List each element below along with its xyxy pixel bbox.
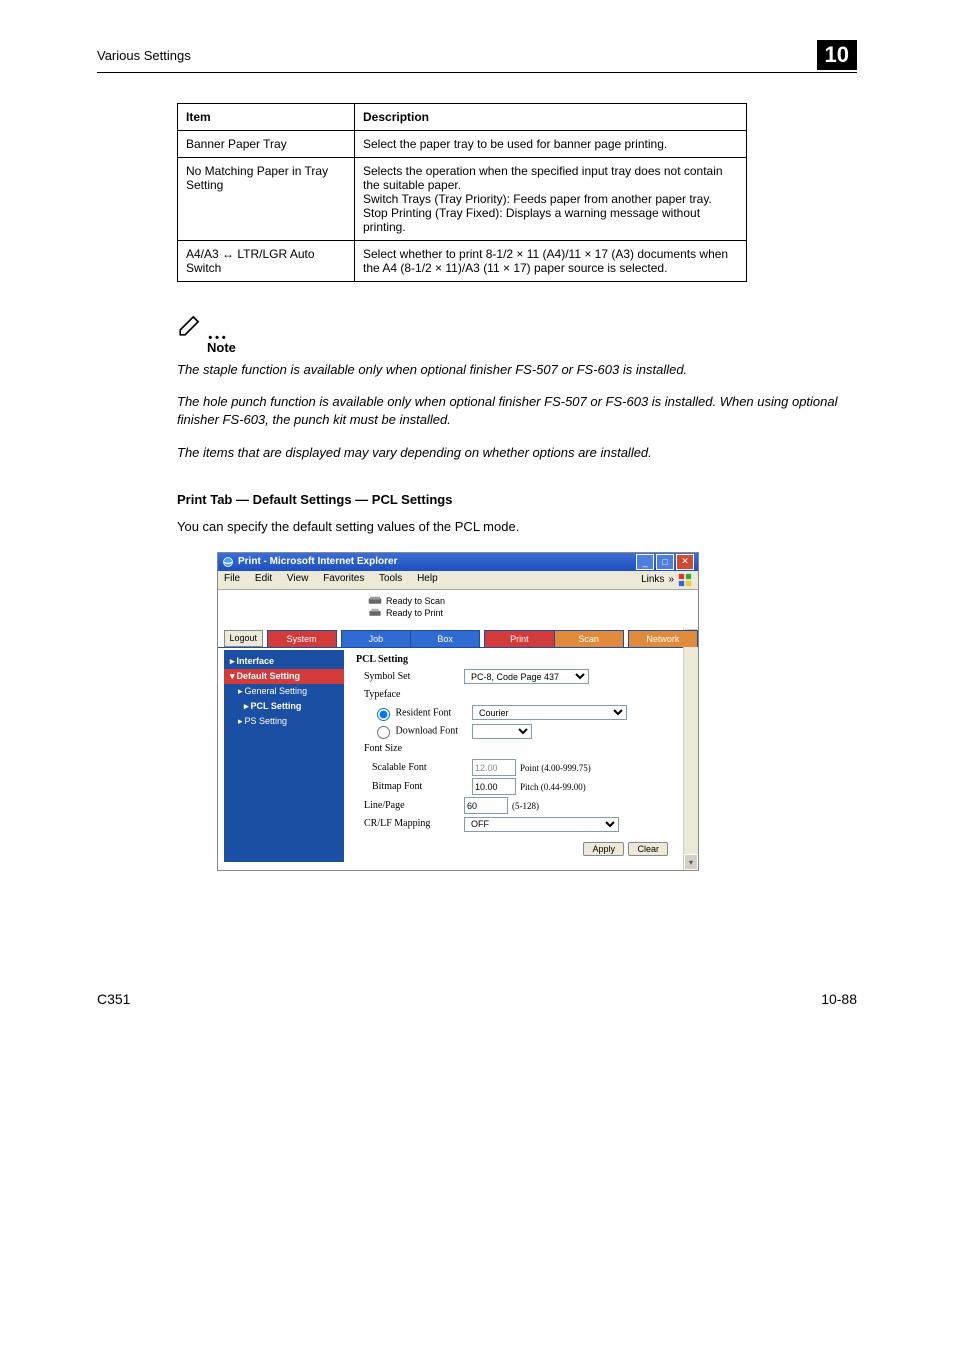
note-dots: … — [207, 328, 227, 338]
sidebar-item-pcl[interactable]: ▸PCL Setting — [224, 699, 344, 714]
tab-scan[interactable]: Scan — [555, 630, 624, 647]
status-print: Ready to Print — [386, 608, 443, 618]
sidebar-item-general[interactable]: ▸General Setting — [224, 684, 344, 699]
table-row: A4/A3 ↔ LTR/LGR Auto Switch Select wheth… — [178, 241, 747, 282]
note-body: The hole punch function is available onl… — [177, 393, 857, 429]
body-text: You can specify the default setting valu… — [177, 519, 857, 534]
table-head-item: Item — [178, 104, 355, 131]
note-label: Note — [207, 340, 857, 355]
close-button[interactable]: ✕ — [676, 554, 694, 570]
maximize-button[interactable]: □ — [656, 554, 674, 570]
window-title: Print - Microsoft Internet Explorer — [238, 556, 397, 567]
menu-view[interactable]: View — [287, 573, 309, 584]
sidebar: ▸Interface ▾Default Setting ▸General Set… — [224, 650, 344, 863]
scrollbar[interactable]: ▴ ▾ — [683, 628, 698, 871]
sidebar-item-interface[interactable]: ▸Interface — [224, 654, 344, 669]
logout-button[interactable]: Logout — [224, 630, 263, 647]
linepage-suffix: (5-128) — [512, 798, 539, 814]
resident-radio[interactable] — [377, 708, 390, 721]
download-radio[interactable] — [377, 726, 390, 739]
screenshot-window: Print - Microsoft Internet Explorer _ □ … — [217, 552, 699, 872]
printer-icon — [368, 608, 382, 618]
menu-bar: File Edit View Favorites Tools Help Link… — [218, 571, 698, 590]
table-cell-desc: Select the paper tray to be used for ban… — [355, 131, 747, 158]
links-label[interactable]: Links — [641, 574, 664, 585]
menu-tools[interactable]: Tools — [379, 573, 402, 584]
windows-flag-icon — [678, 573, 692, 587]
crlf-label: CR/LF Mapping — [356, 816, 464, 832]
note-icon-row: … — [177, 312, 857, 338]
chapter-number: 10 — [817, 40, 857, 70]
note-body: The staple function is available only wh… — [177, 361, 857, 379]
section-subheading: Print Tab — Default Settings — PCL Setti… — [177, 492, 857, 507]
table-cell-item: A4/A3 ↔ LTR/LGR Auto Switch — [178, 241, 355, 282]
minimize-button[interactable]: _ — [636, 554, 654, 570]
scalable-input[interactable] — [472, 759, 516, 776]
window-titlebar: Print - Microsoft Internet Explorer _ □ … — [218, 553, 698, 571]
clear-button[interactable]: Clear — [628, 842, 668, 856]
download-font-label: Download Font — [356, 723, 472, 739]
fontsize-label: Font Size — [356, 741, 464, 757]
footer-model: C351 — [97, 991, 130, 1007]
status-scan: Ready to Scan — [386, 596, 445, 606]
tab-print[interactable]: Print — [484, 630, 554, 647]
table-cell-desc: Select whether to print 8-1/2 × 11 (A4)/… — [355, 241, 747, 282]
bitmap-input[interactable] — [472, 778, 516, 795]
resident-font-select[interactable]: Courier — [472, 705, 627, 720]
download-font-select[interactable] — [472, 724, 532, 739]
symbol-set-select[interactable]: PC-8, Code Page 437 — [464, 669, 589, 684]
bitmap-suffix: Pitch (0.44-99.00) — [520, 779, 586, 795]
table-cell-item: No Matching Paper in Tray Setting — [178, 158, 355, 241]
resident-font-label: Resident Font — [356, 705, 472, 721]
scroll-down-button[interactable]: ▾ — [684, 854, 698, 870]
table-row: No Matching Paper in Tray Setting Select… — [178, 158, 747, 241]
sidebar-item-default[interactable]: ▾Default Setting — [224, 669, 344, 684]
menu-help[interactable]: Help — [417, 573, 438, 584]
typeface-label: Typeface — [356, 687, 464, 703]
ie-icon — [222, 556, 234, 568]
settings-table: Item Description Banner Paper Tray Selec… — [177, 103, 747, 282]
table-cell-desc: Selects the operation when the specified… — [355, 158, 747, 241]
crlf-select[interactable]: OFF — [464, 817, 619, 832]
tab-system[interactable]: System — [267, 630, 337, 647]
table-row: Banner Paper Tray Select the paper tray … — [178, 131, 747, 158]
page-footer: C351 10-88 — [97, 991, 857, 1007]
main-panel: PCL Setting Symbol Set PC-8, Code Page 4… — [344, 650, 698, 863]
symbol-set-label: Symbol Set — [356, 669, 464, 685]
scalable-suffix: Point (4.00-999.75) — [520, 760, 591, 776]
table-cell-item: Banner Paper Tray — [178, 131, 355, 158]
page-header: Various Settings 10 — [97, 40, 857, 73]
menu-favorites[interactable]: Favorites — [323, 573, 364, 584]
pencil-icon — [177, 312, 203, 338]
panel-heading: PCL Setting — [356, 654, 690, 665]
tab-box[interactable]: Box — [411, 630, 480, 647]
footer-page: 10-88 — [821, 991, 857, 1007]
tab-job[interactable]: Job — [341, 630, 411, 647]
menu-edit[interactable]: Edit — [255, 573, 272, 584]
linepage-input[interactable] — [464, 797, 508, 814]
chevron-icon: » — [668, 574, 674, 585]
chapter-title: Various Settings — [97, 48, 191, 63]
menu-file[interactable]: File — [224, 573, 240, 584]
scalable-label: Scalable Font — [356, 760, 472, 776]
note-body: The items that are displayed may vary de… — [177, 444, 857, 462]
table-head-desc: Description — [355, 104, 747, 131]
scanner-icon — [368, 596, 382, 606]
apply-button[interactable]: Apply — [583, 842, 624, 856]
bitmap-label: Bitmap Font — [356, 779, 472, 795]
tab-network[interactable]: Network — [628, 630, 698, 647]
sidebar-item-ps[interactable]: ▸PS Setting — [224, 714, 344, 729]
linepage-label: Line/Page — [356, 798, 464, 814]
